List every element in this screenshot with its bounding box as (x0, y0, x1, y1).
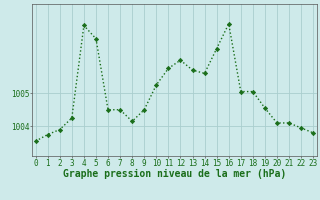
X-axis label: Graphe pression niveau de la mer (hPa): Graphe pression niveau de la mer (hPa) (63, 169, 286, 179)
